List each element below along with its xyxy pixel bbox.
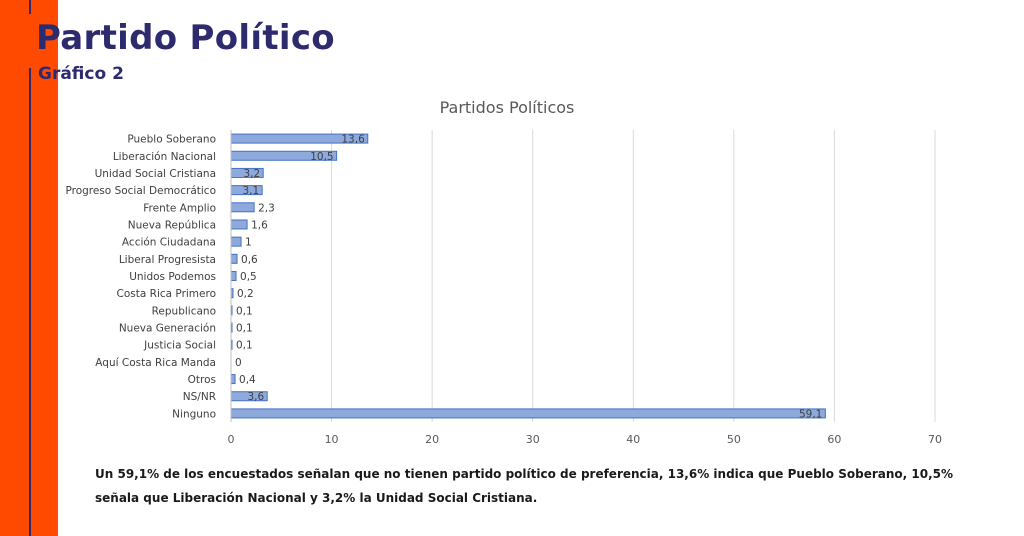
category-label: Acción Ciudadana <box>122 237 216 249</box>
page-subtitle: Gráfico 2 <box>38 64 124 84</box>
x-tick-label: 0 <box>228 433 235 446</box>
bar <box>230 271 237 281</box>
x-tick-label: 70 <box>928 433 942 446</box>
category-label: Aquí Costa Rica Manda <box>95 357 216 369</box>
data-label: 0,5 <box>240 271 257 283</box>
category-label: Progreso Social Democrático <box>65 185 216 197</box>
data-label: 0,1 <box>236 323 253 335</box>
data-label: 0,1 <box>236 340 253 352</box>
category-label: NS/NR <box>183 391 216 403</box>
bar <box>230 219 248 230</box>
x-tick-label: 20 <box>425 433 439 446</box>
navy-accent-line-top <box>29 0 31 14</box>
bar <box>230 374 236 385</box>
data-label: 59,1 <box>799 408 822 420</box>
category-label: Ninguno <box>172 408 216 420</box>
category-label: Unidos Podemos <box>129 271 216 283</box>
bar <box>230 202 255 213</box>
navy-accent-line <box>29 68 31 536</box>
chart-title: Partidos Políticos <box>440 98 575 117</box>
bar <box>230 408 826 419</box>
data-label: 0,4 <box>239 374 256 386</box>
x-tick-label: 40 <box>626 433 640 446</box>
data-label: 1,6 <box>251 219 268 231</box>
x-tick-label: 10 <box>325 433 339 446</box>
bar <box>230 253 238 264</box>
data-label: 10,5 <box>310 151 333 163</box>
category-label: Republicano <box>152 305 216 317</box>
category-label: Costa Rica Primero <box>117 288 216 300</box>
x-tick-label: 30 <box>526 433 540 446</box>
category-label: Justicia Social <box>143 340 216 352</box>
data-label: 3,6 <box>248 391 265 403</box>
x-tick-label: 60 <box>827 433 841 446</box>
category-label: Nueva Generación <box>119 323 216 335</box>
data-label: 2,3 <box>258 202 275 214</box>
page-title: Partido Político <box>36 18 335 58</box>
chart-caption: Un 59,1% de los encuestados señalan que … <box>95 467 953 505</box>
category-label: Frente Amplio <box>143 202 216 214</box>
data-label: 0,1 <box>236 305 253 317</box>
bar <box>230 236 242 247</box>
data-label: 13,6 <box>341 134 365 146</box>
data-label: 0,6 <box>241 254 258 266</box>
category-label: Liberación Nacional <box>113 151 216 163</box>
category-label: Otros <box>188 374 216 386</box>
category-label: Unidad Social Cristiana <box>95 168 216 180</box>
data-label: 0,2 <box>237 288 254 300</box>
data-label: 1 <box>245 237 252 249</box>
data-label: 0 <box>235 357 242 369</box>
category-label: Liberal Progresista <box>119 254 216 266</box>
category-label: Nueva República <box>128 219 216 231</box>
data-label: 3,2 <box>243 168 260 180</box>
data-label: 3,1 <box>242 185 259 197</box>
x-tick-label: 50 <box>727 433 741 446</box>
category-label: Pueblo Soberano <box>127 134 216 146</box>
